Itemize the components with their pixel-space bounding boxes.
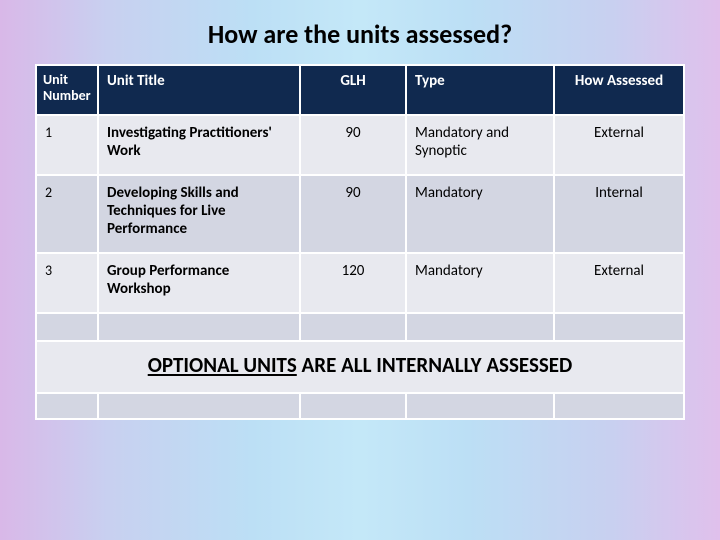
cell-how-assessed: External: [554, 253, 684, 313]
cell-glh: 90: [300, 115, 406, 175]
cell-type: Mandatory: [406, 253, 554, 313]
cell-type: Mandatory and Synoptic: [406, 115, 554, 175]
table-row: 2 Developing Skills and Techniques for L…: [36, 175, 684, 253]
cell-unit-title: Investigating Practitioners' Work: [98, 115, 300, 175]
cell-how-assessed: Internal: [554, 175, 684, 253]
empty-cell: [406, 393, 554, 419]
table-header-row: Unit Number Unit Title GLH Type How Asse…: [36, 65, 684, 115]
cell-glh: 120: [300, 253, 406, 313]
empty-cell: [300, 393, 406, 419]
empty-cell: [554, 313, 684, 341]
empty-cell: [554, 393, 684, 419]
cell-unit-number: 2: [36, 175, 98, 253]
cell-unit-title: Group Performance Workshop: [98, 253, 300, 313]
cell-unit-number: 1: [36, 115, 98, 175]
empty-cell: [98, 393, 300, 419]
table-row: 1 Investigating Practitioners' Work 90 M…: [36, 115, 684, 175]
slide: How are the units assessed? Unit Number …: [0, 0, 720, 540]
cell-how-assessed: External: [554, 115, 684, 175]
table-row: 3 Group Performance Workshop 120 Mandato…: [36, 253, 684, 313]
col-header-glh: GLH: [300, 65, 406, 115]
cell-glh: 90: [300, 175, 406, 253]
col-header-how-assessed: How Assessed: [554, 65, 684, 115]
table-footer-row: OPTIONAL UNITS ARE ALL INTERNALLY ASSESS…: [36, 341, 684, 393]
empty-cell: [36, 393, 98, 419]
footer-note-underline: OPTIONAL UNITS: [148, 352, 297, 378]
cell-type: Mandatory: [406, 175, 554, 253]
table-row-empty: [36, 313, 684, 341]
footer-note: OPTIONAL UNITS ARE ALL INTERNALLY ASSESS…: [148, 352, 573, 378]
footer-note-cell: OPTIONAL UNITS ARE ALL INTERNALLY ASSESS…: [36, 341, 684, 393]
empty-cell: [98, 313, 300, 341]
col-header-type: Type: [406, 65, 554, 115]
empty-cell: [406, 313, 554, 341]
col-header-unit-title: Unit Title: [98, 65, 300, 115]
col-header-unit-number: Unit Number: [36, 65, 98, 115]
table-row-empty: [36, 393, 684, 419]
page-title: How are the units assessed?: [0, 0, 720, 64]
footer-note-rest: ARE ALL INTERNALLY ASSESSED: [297, 352, 573, 378]
units-table: Unit Number Unit Title GLH Type How Asse…: [35, 64, 685, 420]
empty-cell: [300, 313, 406, 341]
empty-cell: [36, 313, 98, 341]
cell-unit-title: Developing Skills and Techniques for Liv…: [98, 175, 300, 253]
cell-unit-number: 3: [36, 253, 98, 313]
